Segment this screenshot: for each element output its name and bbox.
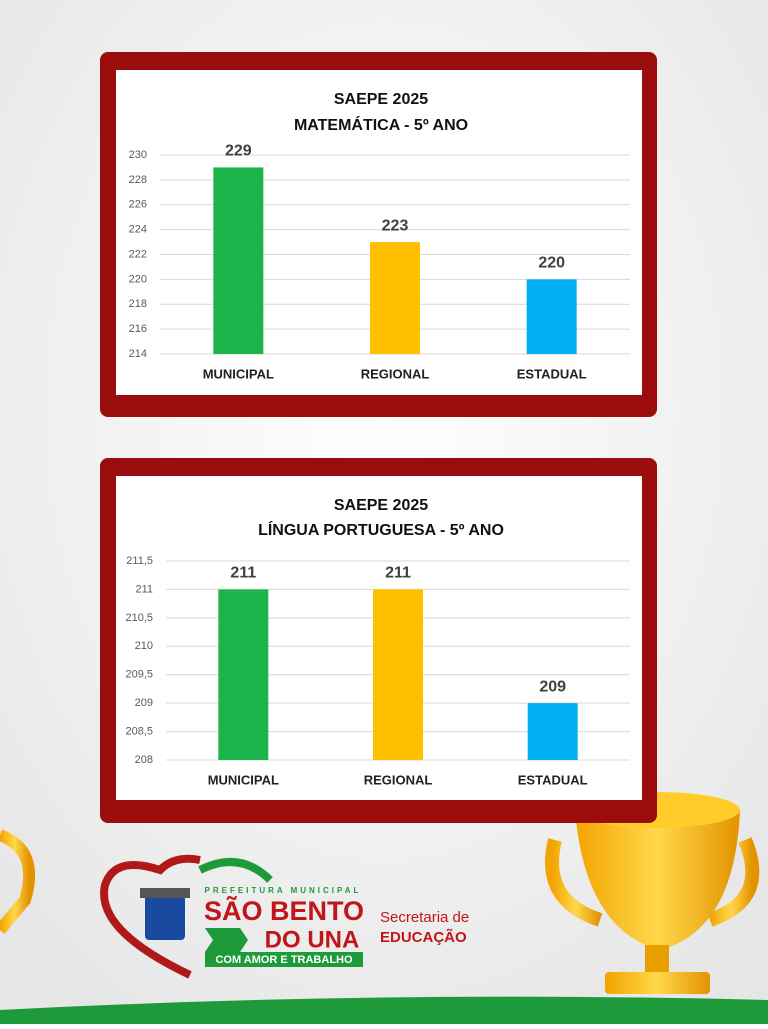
data-label: 209 (539, 678, 566, 695)
y-tick-label: 208 (135, 754, 153, 766)
x-tick-label: REGIONAL (361, 366, 430, 381)
y-tick-label: 209,5 (125, 669, 153, 681)
y-tick-label: 211,5 (126, 555, 153, 567)
y-tick-label: 220 (129, 273, 147, 285)
y-tick-label: 216 (129, 323, 147, 335)
prefeitura-label: PREFEITURA MUNICIPAL (205, 886, 362, 895)
chart-subtitle: MATEMÁTICA - 5º ANO (294, 115, 468, 134)
bar (218, 589, 269, 760)
data-label: 229 (225, 143, 252, 160)
x-tick-label: MUNICIPAL (208, 772, 279, 787)
data-label: 223 (382, 217, 409, 234)
y-tick-label: 211 (135, 583, 153, 595)
y-tick-label: 214 (129, 348, 147, 360)
x-tick-label: MUNICIPAL (203, 366, 274, 381)
y-tick-label: 218 (129, 298, 147, 310)
x-tick-label: REGIONAL (364, 772, 433, 787)
chart-title: SAEPE 2025 (334, 497, 428, 514)
bar (213, 167, 264, 354)
y-tick-label: 230 (129, 149, 147, 161)
y-tick-label: 222 (129, 248, 147, 260)
bar (527, 703, 578, 760)
y-tick-label: 226 (129, 199, 147, 211)
y-tick-label: 224 (129, 224, 147, 236)
y-tick-label: 210,5 (125, 612, 153, 624)
bar (526, 279, 577, 354)
motto: COM AMOR E TRABALHO (215, 954, 353, 966)
city-name: SÃO BENTO (204, 895, 364, 926)
bar (370, 242, 420, 354)
x-tick-label: ESTADUAL (517, 366, 587, 381)
y-tick-label: 209 (135, 697, 153, 709)
x-tick-label: ESTADUAL (518, 772, 588, 787)
department: EDUCAÇÃO (380, 928, 467, 946)
y-tick-label: 228 (129, 174, 147, 186)
city-name: DO UNA (265, 926, 360, 953)
y-tick-label: 208,5 (125, 725, 153, 737)
department: Secretaria de (380, 909, 469, 926)
chart-title: SAEPE 2025 (334, 91, 428, 108)
chart-subtitle: LÍNGUA PORTUGUESA - 5º ANO (258, 520, 504, 539)
data-label: 220 (538, 255, 565, 272)
green-band (0, 996, 768, 1024)
logo: PREFEITURA MUNICIPAL SÃO BENTO DO UNA CO… (100, 854, 469, 979)
y-tick-label: 210 (135, 640, 153, 652)
data-label: 211 (385, 565, 411, 582)
data-label: 211 (230, 565, 256, 582)
bar (373, 589, 423, 760)
